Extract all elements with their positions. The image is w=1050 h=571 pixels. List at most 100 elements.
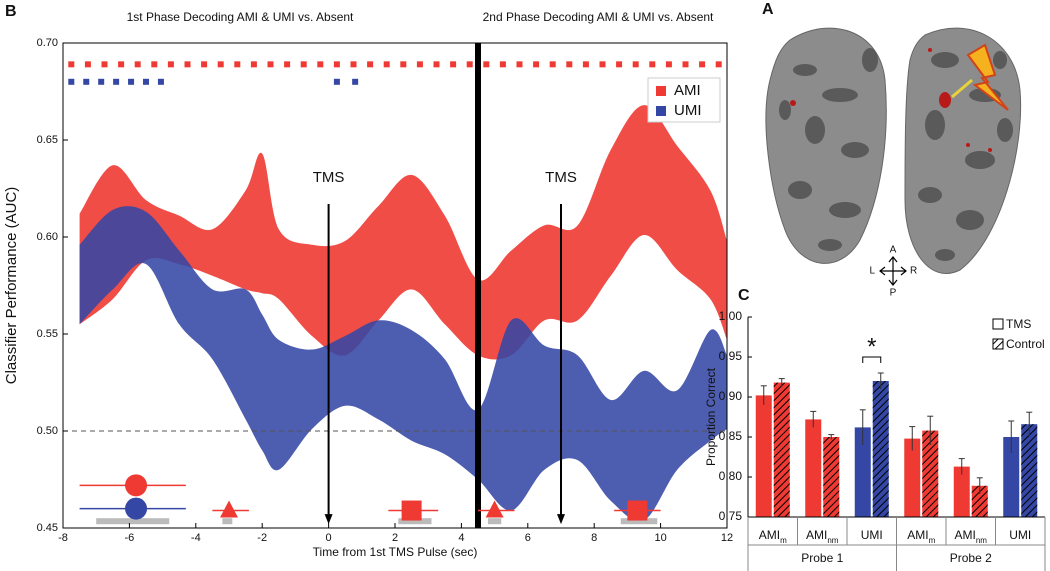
y-tick-label: 0.90 (719, 389, 743, 403)
category-name: UMI (1009, 528, 1031, 542)
bar-hatch (922, 430, 939, 517)
x-tick-label: -8 (58, 532, 68, 544)
x-tick-label: AMInm (955, 528, 988, 544)
compass-label: R (910, 266, 917, 277)
y-tick-label: 0.70 (37, 37, 58, 49)
legend-label: Control (1006, 337, 1045, 351)
compass-label: P (890, 288, 897, 299)
significance-marker (333, 78, 340, 85)
significance-marker (83, 78, 90, 85)
y-tick-label: 0.80 (719, 469, 743, 483)
peak-marker (401, 500, 422, 521)
significance-marker (267, 61, 274, 68)
legend-label: TMS (1006, 317, 1031, 331)
phase-title: 1st Phase Decoding AMI & UMI vs. Absent (127, 10, 354, 24)
bar-hatch (1021, 424, 1038, 517)
significance-marker (715, 61, 722, 68)
significance-marker (167, 61, 174, 68)
legend-swatch (656, 86, 666, 96)
significance-marker (499, 61, 506, 68)
peak-range (620, 518, 658, 525)
x-tick-label: 0 (326, 532, 332, 544)
x-axis-label: Time from 1st TMS Pulse (sec) (313, 545, 478, 559)
x-tick-label: 10 (654, 532, 666, 544)
group-label: Probe 1 (801, 551, 843, 565)
significance-marker (416, 61, 423, 68)
significance-marker (151, 61, 158, 68)
significance-marker (649, 61, 656, 68)
significance-marker (250, 61, 257, 68)
significance-marker (533, 61, 540, 68)
significance-marker (665, 61, 672, 68)
significance-marker (134, 61, 141, 68)
legend-label: AMI (674, 82, 701, 99)
significance-marker (516, 61, 523, 68)
panel-label: C (738, 287, 750, 304)
legend-swatch (992, 338, 1004, 350)
x-tick-label: 4 (458, 532, 464, 544)
significance-marker (68, 61, 75, 68)
significance-marker (549, 61, 556, 68)
y-tick-label: 0.95 (719, 349, 743, 363)
significance-marker (184, 61, 191, 68)
category-subscript: m (929, 536, 936, 545)
band (79, 206, 728, 522)
peak-marker (627, 500, 648, 521)
significance-marker (317, 61, 324, 68)
significance-marker (566, 61, 573, 68)
significance-marker (352, 78, 359, 85)
y-tick-label: 0.50 (37, 425, 58, 437)
category-name: AMI (907, 528, 928, 542)
category-name: UMI (861, 528, 883, 542)
bar (1003, 437, 1020, 517)
peak-marker (125, 474, 148, 497)
bar-hatch (823, 437, 840, 517)
peak-range (96, 518, 170, 525)
significance-bracket (862, 356, 882, 363)
significance-marker (333, 61, 340, 68)
bar-hatch (872, 381, 889, 517)
x-tick-label: -6 (125, 532, 135, 544)
legend-swatch (656, 106, 666, 116)
bar (805, 419, 822, 517)
significance-marker (118, 61, 125, 68)
significance-marker (234, 61, 241, 68)
y-tick-label: 0.45 (37, 522, 58, 534)
significance-marker (300, 61, 307, 68)
significance-marker (466, 61, 473, 68)
significance-marker (350, 61, 357, 68)
y-tick-label: 0.75 (719, 509, 743, 523)
significance-marker (98, 78, 105, 85)
category-name: AMI (955, 528, 976, 542)
significance-marker (157, 78, 164, 85)
legend-swatch (992, 318, 1004, 330)
peak-range (222, 518, 233, 525)
compass-label: L (869, 266, 875, 277)
significance-marker (682, 61, 689, 68)
category-name: AMI (806, 528, 827, 542)
x-tick-label: AMIm (759, 528, 787, 544)
legend-label: UMI (674, 102, 702, 119)
peak-marker (125, 497, 148, 520)
x-tick-label: -4 (191, 532, 201, 544)
bar (904, 438, 921, 517)
significance-marker (367, 61, 374, 68)
significance-marker (128, 78, 135, 85)
x-tick-label: 6 (525, 532, 531, 544)
significance-marker (632, 61, 639, 68)
brain-illustration (765, 27, 1022, 286)
bar (854, 427, 871, 517)
tms-arrowhead (557, 514, 565, 525)
band (79, 105, 728, 360)
phase-title: 2nd Phase Decoding AMI & UMI vs. Absent (483, 10, 714, 24)
significance-marker (217, 61, 224, 68)
significance-marker (582, 61, 589, 68)
peak-marker (485, 500, 504, 518)
compass-label: A (890, 245, 897, 256)
significance-marker (433, 61, 440, 68)
bar (755, 395, 772, 517)
significance-marker (68, 78, 75, 85)
y-axis-label: Proportion Correct (704, 367, 718, 466)
x-tick-label: 12 (721, 532, 733, 544)
